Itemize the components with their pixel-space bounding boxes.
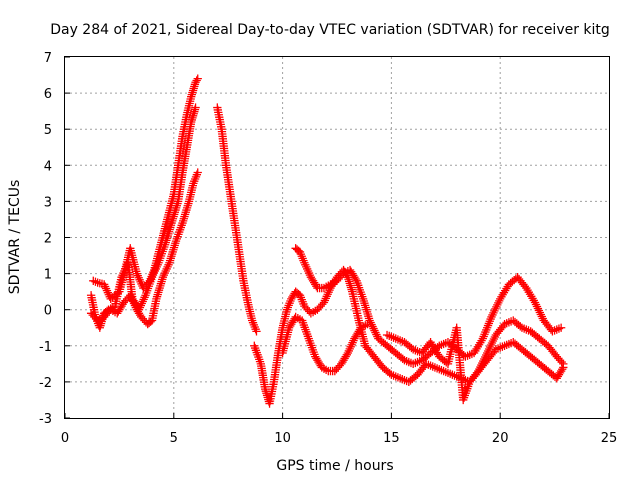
- series-track-7: [278, 312, 372, 376]
- y-tick-label: -3: [39, 412, 52, 427]
- series-track-1: [89, 74, 202, 304]
- x-tick-label: 0: [61, 431, 69, 446]
- y-tick-label: 2: [44, 232, 52, 247]
- data-point: [193, 168, 202, 177]
- data-point: [252, 327, 261, 336]
- series-track-4: [213, 103, 261, 336]
- y-tick-label: 0: [44, 304, 52, 319]
- data-point: [559, 363, 568, 372]
- axis-ticks: 0 5 10 15 20 25 -3 -2 -1 0 1 2 3 4 5 6 7: [39, 51, 617, 446]
- x-tick-label: 25: [601, 431, 618, 446]
- x-tick-label: 5: [170, 431, 178, 446]
- grid: [65, 57, 609, 418]
- data-point: [556, 323, 566, 332]
- data-series: [86, 74, 568, 408]
- y-tick-label: -1: [39, 340, 52, 355]
- data-point: [363, 319, 372, 329]
- data-point: [191, 103, 200, 112]
- series-track-2: [86, 103, 200, 332]
- series-track-6: [291, 244, 566, 368]
- plot-frame: [64, 56, 610, 419]
- chart-title: Day 284 of 2021, Sidereal Day-to-day VTE…: [50, 22, 610, 38]
- y-tick-label: 6: [44, 87, 52, 102]
- y-tick-label: 7: [44, 51, 52, 66]
- y-tick-label: 4: [44, 159, 52, 174]
- y-tick-label: 5: [44, 123, 52, 138]
- y-axis-label: SDTVAR / TECUs: [7, 180, 23, 295]
- x-tick-label: 15: [383, 431, 400, 446]
- x-tick-label: 20: [492, 431, 509, 446]
- y-tick-label: -2: [39, 376, 52, 391]
- y-tick-label: 1: [44, 268, 52, 283]
- x-axis-label: GPS time / hours: [276, 458, 393, 474]
- series-track-3: [86, 168, 202, 329]
- x-tick-label: 10: [274, 431, 291, 446]
- series-track-5: [250, 265, 568, 408]
- series-track-8: [382, 323, 568, 405]
- data-point: [193, 74, 202, 83]
- y-tick-label: 3: [44, 195, 52, 210]
